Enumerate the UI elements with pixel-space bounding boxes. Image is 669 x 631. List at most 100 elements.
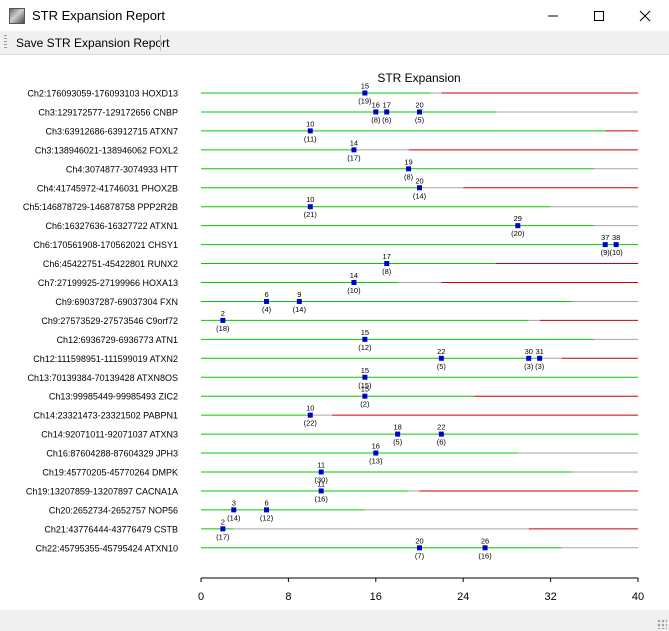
locus-label: Ch14:92071011-92071037 ATXN3 (41, 430, 178, 440)
read-count-label: (8) (382, 267, 392, 276)
locus-row: Ch7:27199925-27199966 HOXA13 14 (10) (38, 271, 638, 295)
repeat-marker (307, 412, 313, 418)
locus-label: Ch20:2652734-2652757 NOP56 (49, 505, 178, 515)
locus-row: Ch6:45422751-45422801 RUNX2 17 (8) (43, 252, 638, 276)
read-count-label: (5) (437, 362, 447, 371)
read-count-label: (30) (315, 476, 329, 485)
locus-label: Ch3:63912686-63912715 ATXN7 (46, 126, 178, 136)
repeat-count-label: 14 (350, 271, 358, 280)
repeat-marker (537, 355, 543, 361)
repeat-count-label: 2 (221, 309, 225, 318)
read-count-label: (11) (304, 134, 317, 143)
locus-row: Ch4:3074877-3074933 HTT 19 (8) (66, 157, 638, 181)
read-count-label: (12) (358, 343, 372, 352)
repeat-count-label: 19 (404, 157, 412, 166)
repeat-marker (482, 545, 488, 551)
repeat-count-label: 17 (383, 252, 391, 261)
read-count-label: (15) (358, 381, 372, 390)
repeat-marker (417, 185, 422, 191)
x-tick-label: 32 (544, 591, 556, 603)
repeat-count-label: 20 (415, 536, 423, 545)
repeat-marker (438, 355, 444, 361)
locus-row: Ch19:13207859-13207897 CACNA1A 11 (16) (26, 479, 638, 503)
minimize-button[interactable] (530, 0, 576, 31)
repeat-count-label: 16 (372, 442, 380, 451)
locus-label: Ch13:99985449-99985493 ZIC2 (49, 392, 178, 402)
locus-row: Ch13:70139384-70139428 ATXN8OS 15 (15) (28, 366, 638, 390)
repeat-count-label: 11 (317, 479, 325, 488)
locus-row: Ch5:146878729-146878758 PPP2R2B 10 (21) (23, 195, 638, 219)
repeat-marker (220, 526, 226, 532)
str-expansion-chart: STR Expansion Ch2:176093059-176093103 HO… (23, 71, 644, 603)
repeat-marker (220, 317, 226, 323)
locus-label: Ch3:138946021-138946062 FOXL2 (35, 145, 178, 155)
repeat-count-label: 9 (297, 290, 301, 299)
locus-label: Ch6:170561908-170562021 CHSY1 (33, 240, 178, 250)
locus-row: Ch6:16327636-16327722 ATXN1 29 (20) (46, 214, 638, 238)
x-tick-label: 8 (285, 591, 291, 603)
read-count-label: (17) (347, 153, 361, 162)
locus-label: Ch19:13207859-13207897 CACNA1A (26, 486, 178, 496)
repeat-count-label: 10 (306, 119, 314, 128)
read-count-label: (21) (304, 210, 318, 219)
locus-label: Ch6:45422751-45422801 RUNX2 (43, 259, 178, 269)
locus-label: Ch22:45795355-45795424 ATXN10 (36, 543, 178, 553)
locus-label: Ch7:27199925-27199966 HOXA13 (38, 278, 178, 288)
repeat-marker (318, 488, 324, 494)
repeat-marker (231, 507, 237, 513)
locus-row: Ch16:87604288-87604329 JPH3 16 (13) (46, 442, 638, 466)
repeat-count-label: 30 (525, 347, 533, 356)
read-count-label: (7) (415, 551, 425, 560)
save-report-button[interactable]: Save STR Expansion Report (16, 36, 170, 50)
repeat-count-label: 10 (306, 404, 314, 413)
title-bar: STR Expansion Report (0, 0, 669, 31)
status-bar (0, 610, 669, 631)
read-count-label: (19) (358, 97, 372, 106)
locus-row: Ch9:27573529-27573546 C9orf72 2 (18) (41, 309, 638, 333)
locus-row: Ch3:138946021-138946062 FOXL2 14 (17) (35, 138, 638, 162)
repeat-count-label: 6 (264, 290, 268, 299)
locus-label: Ch4:41745972-41746031 PHOX2B (37, 183, 178, 193)
read-count-label: (5) (415, 115, 425, 124)
maximize-button[interactable] (576, 0, 622, 31)
repeat-marker (406, 166, 412, 172)
toolbar-separator (160, 35, 161, 51)
repeat-marker (362, 336, 368, 342)
read-count-label: (17) (216, 532, 230, 541)
locus-label: Ch21:43776444-43776479 CSTB (44, 524, 178, 534)
read-count-label: (8) (371, 115, 381, 124)
minimize-icon (548, 15, 558, 17)
x-tick-label: 24 (457, 591, 469, 603)
locus-label: Ch13:70139384-70139428 ATXN8OS (28, 373, 178, 383)
repeat-count-label: 10 (306, 195, 314, 204)
close-button[interactable] (622, 0, 668, 31)
read-count-label: (5) (393, 438, 403, 447)
repeat-marker (362, 393, 368, 399)
repeat-marker (362, 90, 368, 96)
read-count-label: (6) (437, 438, 447, 447)
repeat-count-label: 22 (437, 347, 445, 356)
read-count-label: (20) (511, 229, 525, 238)
locus-label: Ch2:176093059-176093103 HOXD13 (27, 89, 178, 99)
repeat-count-label: 15 (361, 366, 369, 375)
locus-label: Ch19:45770205-45770264 DMPK (42, 468, 178, 478)
locus-row: Ch21:43776444-43776479 CSTB 2 (17) (44, 517, 638, 541)
locus-label: Ch14:23321473-23321502 PABPN1 (34, 411, 178, 421)
repeat-count-label: 3 (232, 498, 236, 507)
locus-row: Ch13:99985449-99985493 ZIC2 15 (2) (49, 385, 638, 409)
locus-row: Ch3:63912686-63912715 ATXN7 10 (11) (46, 119, 638, 143)
repeat-count-label: 26 (481, 536, 489, 545)
locus-row: Ch14:92071011-92071037 ATXN3 18 (5) 22 (6) (41, 423, 638, 447)
chart-title: STR Expansion (377, 71, 460, 85)
read-count-label: (16) (315, 494, 329, 503)
resize-grip[interactable] (657, 619, 667, 629)
repeat-count-label: 11 (317, 461, 325, 470)
locus-label: Ch9:27573529-27573546 C9orf72 (41, 316, 178, 326)
repeat-marker (373, 109, 379, 115)
locus-label: Ch6:16327636-16327722 ATXN1 (46, 221, 178, 231)
toolbar-grip[interactable] (4, 35, 7, 50)
repeat-count-label: 29 (514, 214, 522, 223)
repeat-marker (438, 431, 444, 437)
repeat-marker (526, 355, 532, 361)
